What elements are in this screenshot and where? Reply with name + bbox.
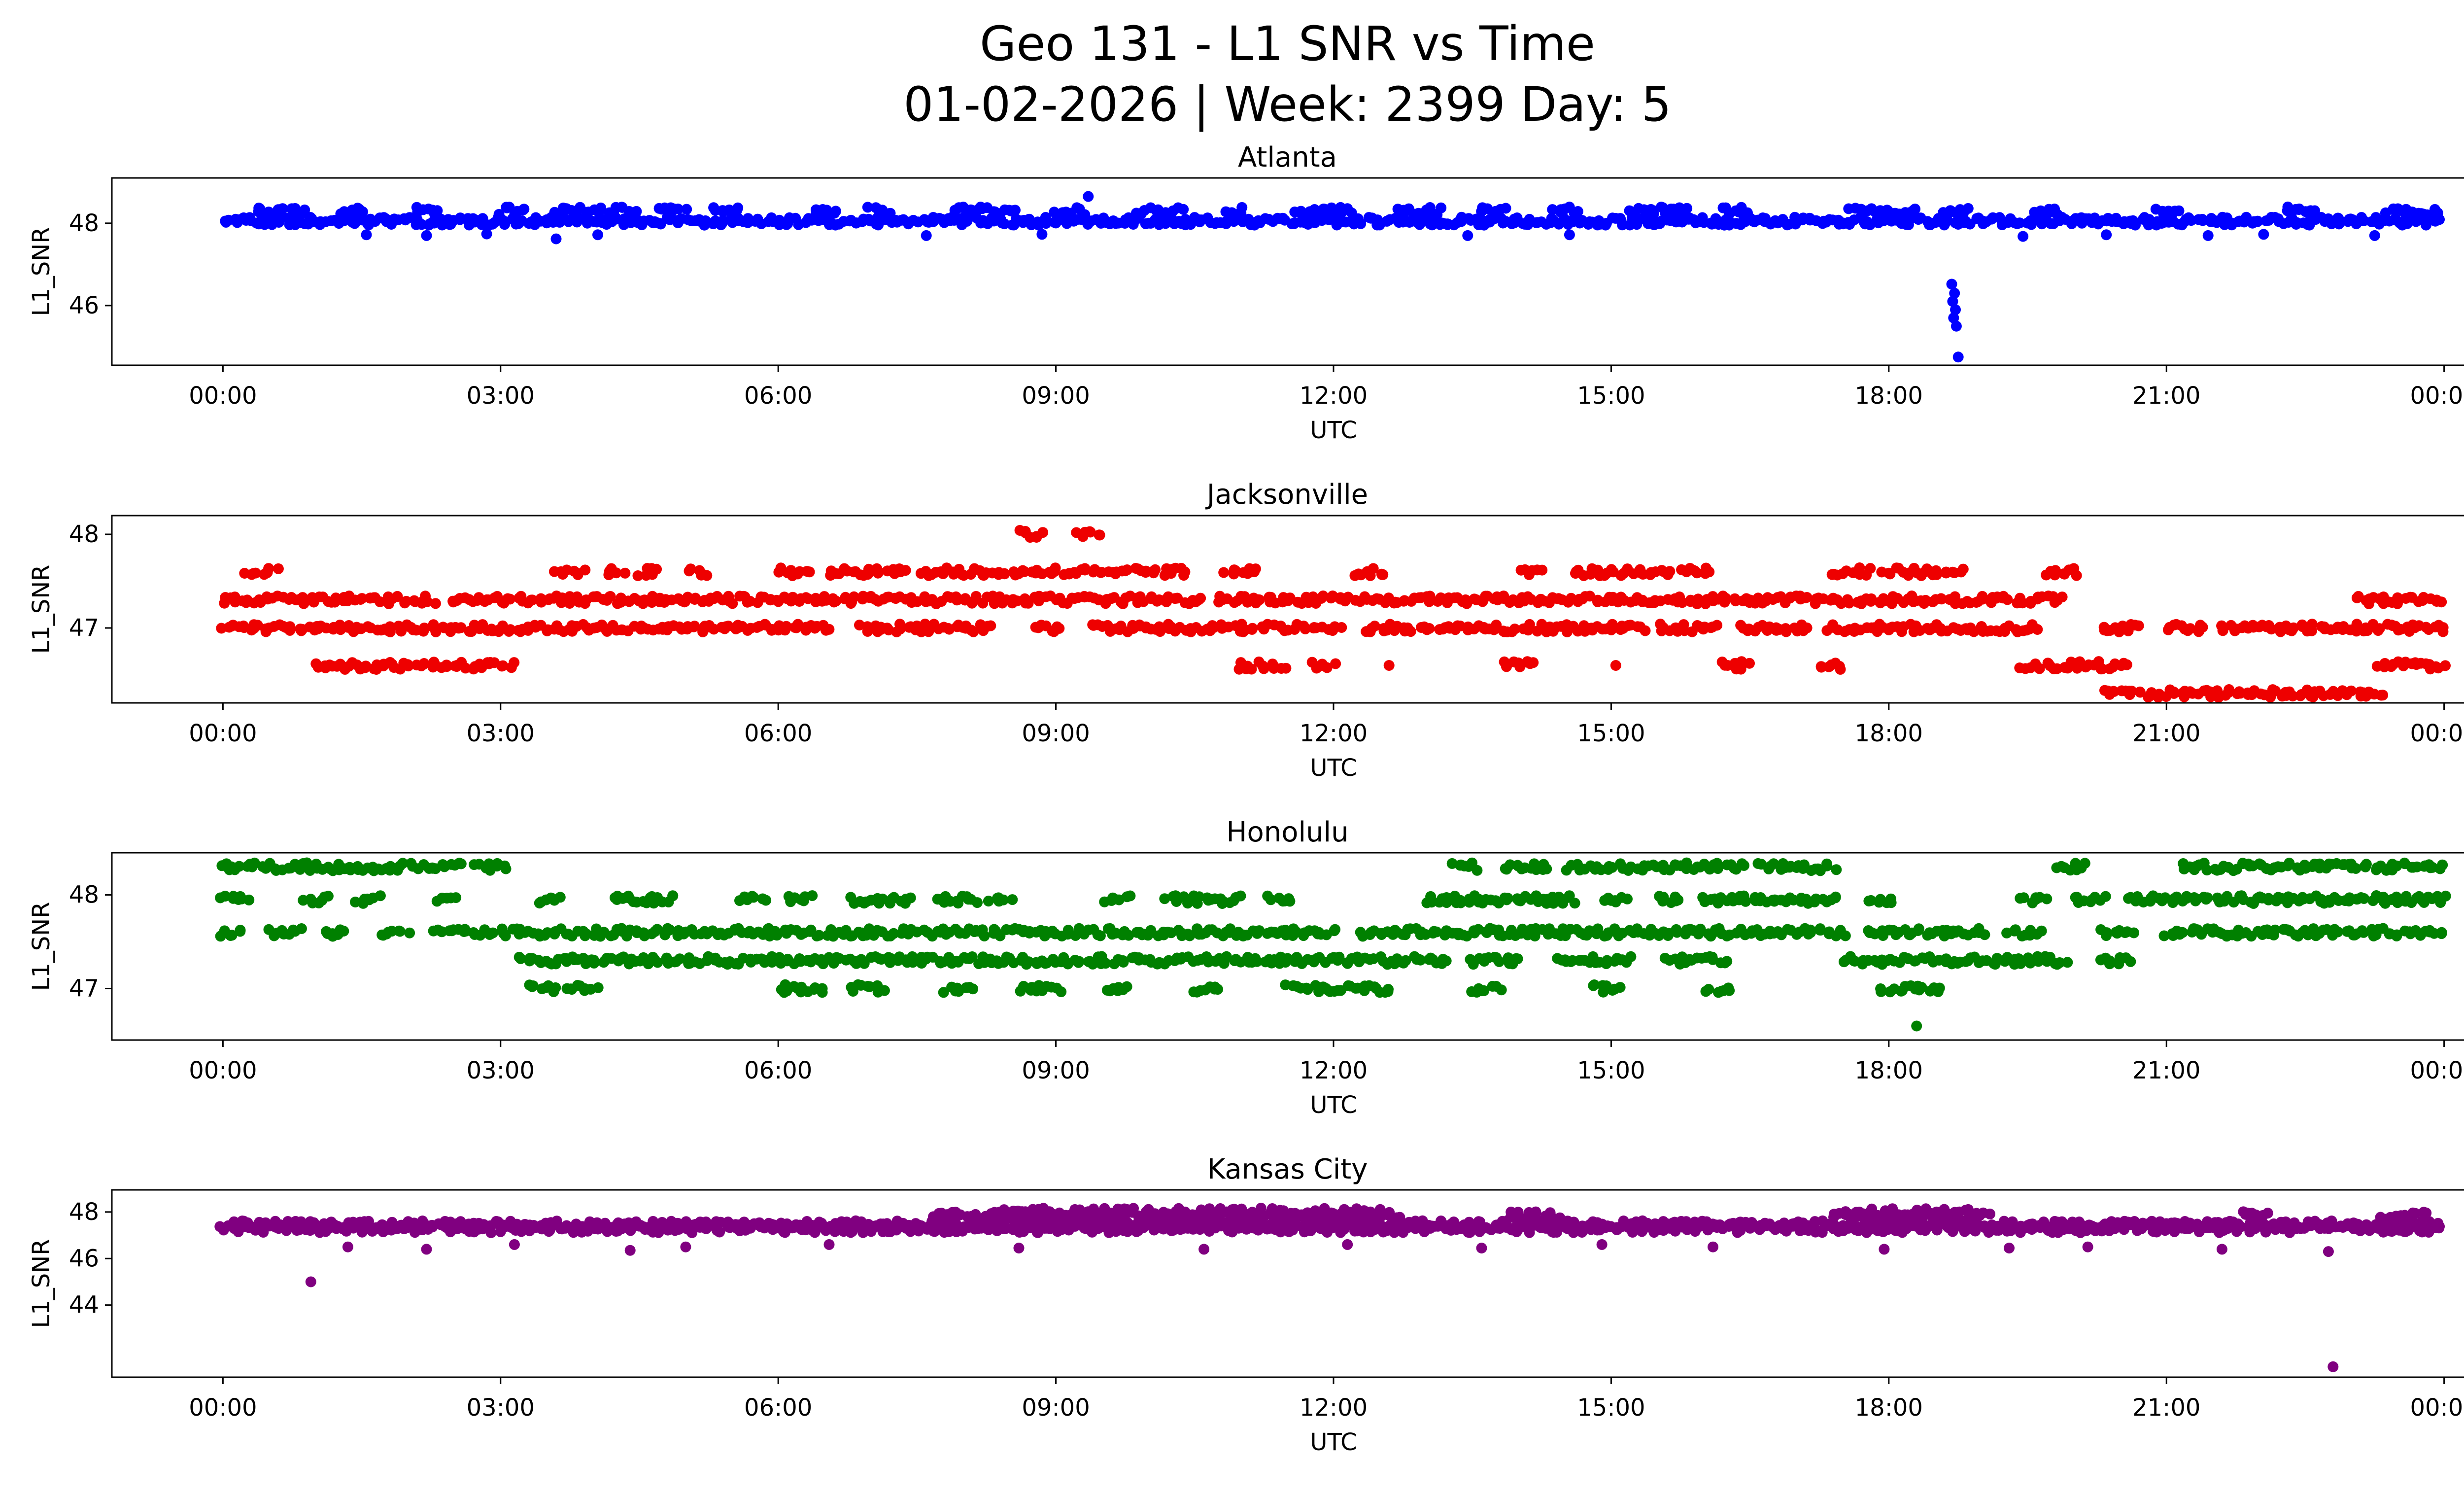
y-axis-label: L1_SNR (28, 1239, 55, 1328)
y-axis: 44 46 48 L1_SNR (28, 1198, 112, 1328)
plot-atlanta: 00:00 03:00 06:00 09:00 12:00 15:00 18:00 21:00… (28, 177, 2464, 444)
x-tick-label: 21:00 (2132, 1057, 2200, 1084)
subplot-title-kansas-city: Kansas City (1207, 1153, 1368, 1185)
x-tick-label: 00:00 (2410, 1394, 2464, 1422)
x-tick-label: 06:00 (744, 382, 812, 410)
x-tick-label: 06:00 (744, 720, 812, 747)
x-tick-label: 03:00 (467, 382, 535, 410)
x-axis: 00:00 03:00 06:00 09:00 12:00 15:00 18:00 21:00… (189, 702, 2464, 782)
y-tick-label: 47 (69, 974, 99, 1002)
x-axis-label: UTC (1310, 754, 1357, 782)
x-tick-label: 03:00 (467, 720, 535, 747)
x-tick-label: 03:00 (467, 1394, 535, 1422)
x-tick-label: 21:00 (2132, 382, 2200, 410)
x-axis: 00:00 03:00 06:00 09:00 12:00 15:00 18:00 21:00… (189, 1377, 2464, 1456)
charts-container: Atlanta 00:00 03:00 06:00 09:00 12:00 15:00 18:… (0, 141, 2464, 1459)
x-tick-label: 15:00 (1577, 1394, 1645, 1422)
y-axis-label: L1_SNR (28, 227, 55, 316)
y-axis-label: L1_SNR (28, 902, 55, 991)
x-tick-label: 12:00 (1300, 720, 1368, 747)
x-tick-label: 00:00 (189, 382, 257, 410)
y-tick-label: 46 (69, 292, 99, 319)
x-tick-label: 12:00 (1300, 1057, 1368, 1084)
x-tick-label: 09:00 (1022, 1057, 1090, 1084)
x-tick-label: 12:00 (1300, 382, 1368, 410)
subplot-jacksonville: Jacksonville 00:00 03:00 06:00 09:00 12:00 15:… (0, 479, 2464, 784)
y-tick-label: 48 (69, 881, 99, 908)
plot-box (111, 852, 2464, 1041)
plot-box (111, 177, 2464, 366)
x-axis-label: UTC (1310, 1428, 1357, 1456)
x-tick-label: 00:00 (2410, 382, 2464, 410)
x-tick-label: 09:00 (1022, 382, 1090, 410)
plot-jacksonville: 00:00 03:00 06:00 09:00 12:00 15:00 18:00 21:00… (28, 515, 2464, 782)
subplot-title-atlanta: Atlanta (1238, 141, 1337, 174)
x-tick-label: 00:00 (189, 1394, 257, 1422)
figure-title-line1: Geo 131 - L1 SNR vs Time (980, 16, 1595, 71)
x-tick-label: 06:00 (744, 1057, 812, 1084)
x-tick-label: 18:00 (1855, 720, 1923, 747)
x-tick-label: 06:00 (744, 1394, 812, 1422)
scatter-points (215, 857, 2451, 1032)
y-axis-label: L1_SNR (28, 564, 55, 654)
x-tick-label: 21:00 (2132, 720, 2200, 747)
x-tick-label: 18:00 (1855, 382, 1923, 410)
x-tick-label: 18:00 (1855, 1394, 1923, 1422)
subplot-title-honolulu: Honolulu (1226, 816, 1349, 848)
x-tick-label: 21:00 (2132, 1394, 2200, 1422)
y-tick-label: 48 (69, 209, 99, 237)
x-tick-label: 15:00 (1577, 1057, 1645, 1084)
x-tick-label: 09:00 (1022, 1394, 1090, 1422)
x-axis-label: UTC (1310, 417, 1357, 444)
subplot-kansas-city: Kansas City 00:00 03:00 06:00 09:00 12:00 15:0… (0, 1153, 2464, 1459)
x-axis-label: UTC (1310, 1091, 1357, 1119)
y-tick-label: 48 (69, 1198, 99, 1226)
y-axis: 46 48 L1_SNR (28, 209, 112, 319)
x-tick-label: 15:00 (1577, 720, 1645, 747)
x-tick-label: 00:00 (189, 720, 257, 747)
y-tick-label: 46 (69, 1245, 99, 1273)
figure-title-line2: 01-02-2026 | Week: 2399 Day: 5 (903, 76, 1672, 132)
scatter-points (216, 524, 2451, 703)
y-axis: 47 48 L1_SNR (28, 881, 112, 1002)
y-axis: 47 48 L1_SNR (28, 521, 112, 654)
x-tick-label: 00:00 (2410, 720, 2464, 747)
scatter-points (220, 191, 2445, 363)
x-tick-label: 15:00 (1577, 382, 1645, 410)
y-tick-label: 47 (69, 614, 99, 642)
x-tick-label: 12:00 (1300, 1394, 1368, 1422)
x-tick-label: 00:00 (2410, 1057, 2464, 1084)
x-axis: 00:00 03:00 06:00 09:00 12:00 15:00 18:00 21:00… (189, 365, 2464, 444)
subplot-honolulu: Honolulu 00:00 03:00 06:00 09:00 12:00 15:00 18… (0, 816, 2464, 1121)
x-axis: 00:00 03:00 06:00 09:00 12:00 15:00 18:00 21:00… (189, 1040, 2464, 1119)
plot-kansas-city: 00:00 03:00 06:00 09:00 12:00 15:00 18:00 21:00… (28, 1189, 2464, 1456)
x-tick-label: 00:00 (189, 1057, 257, 1084)
x-tick-label: 18:00 (1855, 1057, 1923, 1084)
subplot-atlanta: Atlanta 00:00 03:00 06:00 09:00 12:00 15:00 18:… (0, 141, 2464, 447)
plot-box (111, 515, 2464, 704)
figure: Geo 131 - L1 SNR vs Time 01-02-2026 | We… (0, 0, 2464, 1459)
y-tick-label: 44 (69, 1291, 99, 1319)
x-tick-label: 09:00 (1022, 720, 1090, 747)
scatter-points (214, 1203, 2445, 1373)
plot-honolulu: 00:00 03:00 06:00 09:00 12:00 15:00 18:00 21:00… (28, 852, 2464, 1119)
y-tick-label: 48 (69, 521, 99, 548)
subplot-title-jacksonville: Jacksonville (1206, 479, 1369, 511)
x-tick-label: 03:00 (467, 1057, 535, 1084)
figure-title: Geo 131 - L1 SNR vs Time 01-02-2026 | We… (0, 0, 2464, 135)
